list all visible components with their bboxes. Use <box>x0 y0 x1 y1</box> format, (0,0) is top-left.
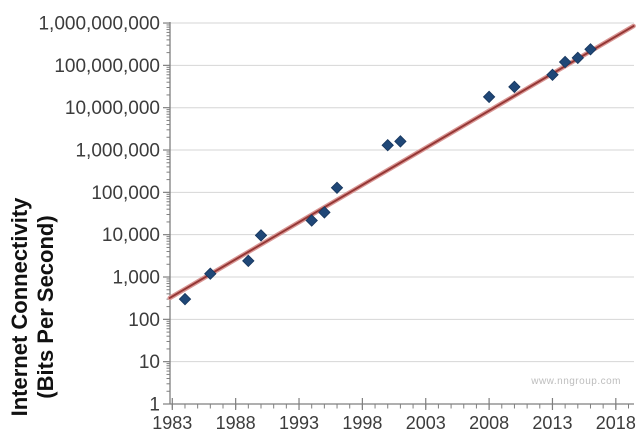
y-tick-label: 1,000,000,000 <box>38 14 160 35</box>
x-tick-label: 2018 <box>596 413 636 433</box>
y-axis-title-line1: Internet Connectivity <box>7 197 32 417</box>
data-point-diamond <box>584 43 597 56</box>
data-point-diamond <box>558 55 572 69</box>
data-point-diamond <box>178 292 192 306</box>
y-tick-label: 10 <box>139 352 160 373</box>
x-tick-label: 1993 <box>279 413 319 433</box>
data-point-diamond <box>381 138 394 152</box>
data-point-diamond <box>508 80 521 94</box>
y-tick-label: 10,000,000 <box>65 98 160 119</box>
watermark-text: www.nngroup.com <box>531 376 621 387</box>
data-point-diamond <box>394 135 407 148</box>
data-point-diamond <box>571 51 585 65</box>
x-tick-label: 2003 <box>406 413 446 433</box>
y-axis-title-line2: (Bits Per Second) <box>33 215 58 399</box>
data-point-diamond <box>242 254 255 268</box>
y-tick-label: 100,000 <box>91 183 160 204</box>
data-point-diamond <box>318 206 331 219</box>
y-tick-label: 1,000 <box>112 268 160 289</box>
y-tick-label: 100 <box>128 310 160 331</box>
x-tick-label: 2008 <box>469 413 509 433</box>
data-point-diamond <box>482 90 496 104</box>
x-tick-label: 1998 <box>342 413 382 433</box>
data-point-diamond <box>305 214 318 227</box>
y-tick-label: 1 <box>149 395 160 416</box>
x-tick-label: 2013 <box>532 413 572 433</box>
trend-line <box>168 25 635 299</box>
y-axis-title: Internet Connectivity (Bits Per Second) <box>7 137 59 447</box>
x-tick-label: 1983 <box>152 413 192 433</box>
y-tick-label: 100,000,000 <box>54 56 160 77</box>
data-point-diamond <box>254 229 268 242</box>
x-tick-label: 1988 <box>216 413 256 433</box>
y-tick-label: 10,000 <box>102 225 160 246</box>
data-point-diamond <box>204 267 217 280</box>
data-point-diamond <box>546 68 559 82</box>
data-point-diamond <box>330 181 344 195</box>
y-tick-label: 1,000,000 <box>75 141 160 162</box>
